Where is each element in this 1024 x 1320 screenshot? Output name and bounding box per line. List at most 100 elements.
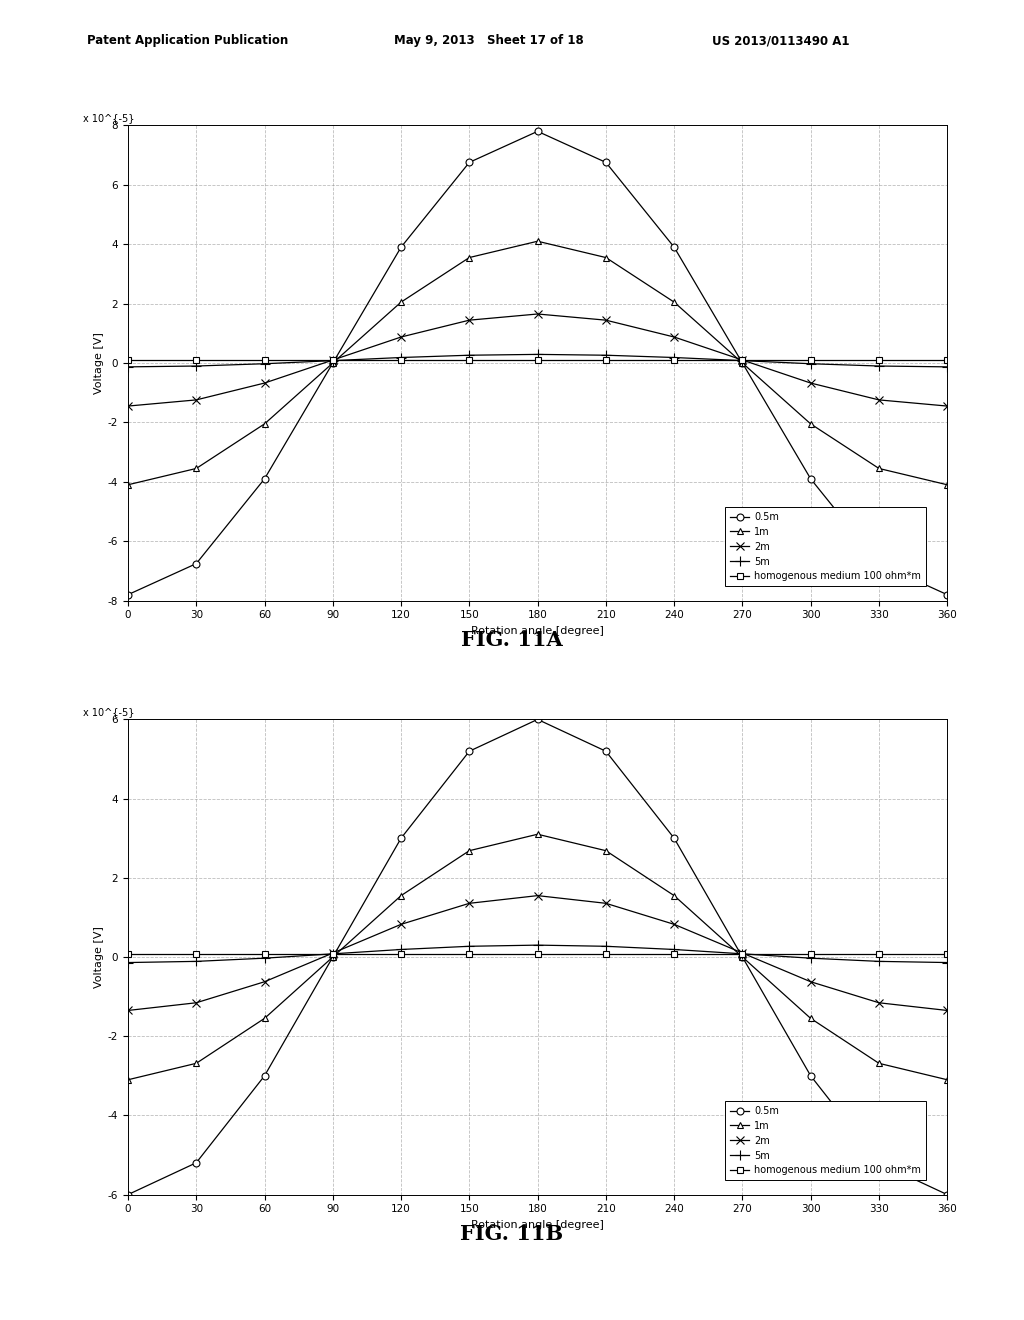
1m (327, 949, 339, 965)
2m (463, 895, 475, 911)
5m (531, 346, 544, 362)
0.5m (190, 1155, 203, 1171)
1m (122, 1072, 134, 1088)
homogenous medium 100 ohm*m (600, 352, 612, 368)
1m (258, 1011, 270, 1027)
homogenous medium 100 ohm*m (258, 352, 270, 368)
Legend: 0.5m, 1m, 2m, 5m, homogenous medium 100 ohm*m: 0.5m, 1m, 2m, 5m, homogenous medium 100 … (725, 1101, 926, 1180)
Line: 0.5m: 0.5m (125, 715, 950, 1199)
5m (258, 356, 270, 372)
0.5m (531, 711, 544, 727)
homogenous medium 100 ohm*m (805, 352, 817, 368)
1m (122, 477, 134, 492)
2m (600, 313, 612, 329)
5m (600, 347, 612, 363)
homogenous medium 100 ohm*m (736, 946, 749, 962)
2m (190, 995, 203, 1011)
5m (190, 953, 203, 969)
0.5m (258, 1068, 270, 1084)
5m (327, 946, 339, 962)
2m (872, 995, 885, 1011)
2m (395, 916, 408, 932)
5m (941, 954, 953, 970)
1m (736, 355, 749, 371)
2m (600, 895, 612, 911)
5m (531, 937, 544, 953)
5m (668, 941, 680, 957)
Line: homogenous medium 100 ohm*m: homogenous medium 100 ohm*m (125, 356, 950, 363)
homogenous medium 100 ohm*m (395, 946, 408, 962)
5m (190, 358, 203, 374)
0.5m (805, 471, 817, 487)
1m (872, 1056, 885, 1072)
homogenous medium 100 ohm*m (531, 946, 544, 962)
0.5m (600, 154, 612, 170)
Text: FIG. 11A: FIG. 11A (461, 630, 563, 649)
0.5m (668, 830, 680, 846)
5m (463, 939, 475, 954)
2m (531, 887, 544, 903)
Line: 1m: 1m (125, 238, 950, 488)
0.5m (395, 830, 408, 846)
homogenous medium 100 ohm*m (872, 946, 885, 962)
1m (463, 842, 475, 858)
2m (941, 399, 953, 414)
2m (258, 375, 270, 391)
5m (600, 939, 612, 954)
2m (122, 399, 134, 414)
1m (190, 461, 203, 477)
homogenous medium 100 ohm*m (872, 352, 885, 368)
Legend: 0.5m, 1m, 2m, 5m, homogenous medium 100 ohm*m: 0.5m, 1m, 2m, 5m, homogenous medium 100 … (725, 507, 926, 586)
homogenous medium 100 ohm*m (941, 352, 953, 368)
homogenous medium 100 ohm*m (736, 352, 749, 368)
homogenous medium 100 ohm*m (668, 946, 680, 962)
Line: 0.5m: 0.5m (125, 128, 950, 598)
1m (736, 949, 749, 965)
0.5m (122, 586, 134, 602)
1m (531, 234, 544, 249)
5m (805, 356, 817, 372)
2m (463, 313, 475, 329)
0.5m (736, 355, 749, 371)
1m (463, 249, 475, 265)
5m (736, 352, 749, 368)
5m (941, 359, 953, 375)
homogenous medium 100 ohm*m (805, 946, 817, 962)
Line: 5m: 5m (123, 350, 952, 372)
2m (805, 974, 817, 990)
5m (395, 350, 408, 366)
2m (258, 974, 270, 990)
0.5m (872, 1155, 885, 1171)
5m (668, 350, 680, 366)
homogenous medium 100 ohm*m (600, 946, 612, 962)
5m (736, 946, 749, 962)
0.5m (190, 556, 203, 572)
0.5m (395, 239, 408, 255)
5m (122, 359, 134, 375)
0.5m (463, 743, 475, 759)
Line: 5m: 5m (123, 940, 952, 968)
2m (327, 352, 339, 368)
X-axis label: Rotation angle [degree]: Rotation angle [degree] (471, 1220, 604, 1230)
0.5m (327, 355, 339, 371)
Text: May 9, 2013   Sheet 17 of 18: May 9, 2013 Sheet 17 of 18 (394, 34, 584, 48)
homogenous medium 100 ohm*m (190, 946, 203, 962)
5m (395, 941, 408, 957)
Line: homogenous medium 100 ohm*m: homogenous medium 100 ohm*m (125, 950, 950, 957)
1m (805, 416, 817, 432)
1m (600, 842, 612, 858)
Text: US 2013/0113490 A1: US 2013/0113490 A1 (712, 34, 849, 48)
Y-axis label: Voltage [V]: Voltage [V] (94, 333, 103, 393)
5m (872, 953, 885, 969)
Text: FIG. 11B: FIG. 11B (461, 1224, 563, 1243)
homogenous medium 100 ohm*m (463, 946, 475, 962)
homogenous medium 100 ohm*m (327, 946, 339, 962)
0.5m (872, 556, 885, 572)
0.5m (941, 586, 953, 602)
1m (395, 888, 408, 904)
0.5m (668, 239, 680, 255)
5m (872, 358, 885, 374)
2m (190, 392, 203, 408)
2m (736, 945, 749, 961)
1m (941, 1072, 953, 1088)
